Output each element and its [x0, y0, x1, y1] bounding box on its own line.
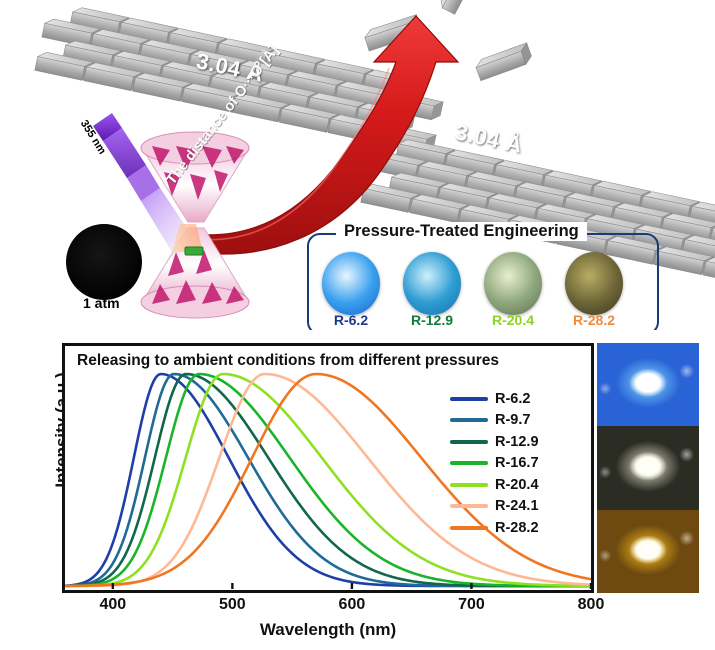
diamond-anvil-cell: [140, 131, 250, 319]
legend-swatch-r-20.4: [450, 482, 488, 487]
white-emission-photo: [597, 426, 699, 510]
legend-swatch-r-24.1: [450, 504, 488, 509]
x-tick-800: 800: [577, 596, 605, 613]
chart-title: Releasing to ambient conditions from dif…: [77, 352, 500, 369]
sample-caption-r-6.2: R-6.2: [333, 312, 369, 328]
sample-caption-r-12.9: R-12.9: [410, 312, 454, 328]
legend-row-r-9.7: R-9.7: [450, 410, 539, 432]
legend-row-r-20.4: R-20.4: [450, 474, 539, 496]
curve-r-20.4: [65, 372, 591, 588]
legend-swatch-r-16.7: [450, 461, 488, 466]
legend-label-r-12.9: R-12.9: [495, 433, 539, 450]
sample-sphere-r-28.2: [565, 252, 623, 315]
curve-r-24.1: [65, 372, 591, 588]
blue-emission-photo: [597, 343, 699, 427]
graphic-svg: [34, 0, 715, 319]
curve-r-28.2: [65, 372, 591, 588]
chart-legend: R-6.2 R-9.7 R-12.9 R-16.7 R-20.4 R-24.1 R-28.2: [450, 388, 539, 539]
sample-sphere-r-20.4: [484, 252, 542, 315]
top-graphic-panel: 3.04 Å 3.04 Å 355 nm 1 atm The distance …: [34, 0, 715, 335]
ambient-sample-sphere: [66, 224, 142, 300]
x-tick-500: 500: [219, 596, 246, 613]
legend-row-r-24.1: R-24.1: [450, 496, 539, 518]
luminescence-photo-strip: [597, 343, 699, 593]
x-axis-label: Wavelength (nm): [259, 620, 397, 639]
red-curved-arrow: [192, 15, 460, 255]
legend-swatch-r-12.9: [450, 439, 488, 444]
pressure-treated-engineering-title: Pressure-Treated Engineering: [336, 222, 587, 241]
legend-label-r-9.7: R-9.7: [495, 412, 531, 429]
sample-caption-r-28.2: R-28.2: [572, 312, 616, 328]
x-tick-600: 600: [338, 596, 366, 613]
yellow-emission-photo: [597, 509, 699, 593]
legend-row-r-28.2: R-28.2: [450, 517, 539, 539]
legend-label-r-16.7: R-16.7: [495, 455, 539, 472]
legend-label-r-6.2: R-6.2: [495, 390, 531, 407]
ambient-pressure-label: 1 atm: [83, 295, 120, 311]
emission-spectra-panel: Intensity (a.u.) Wavelength (nm) 4005006…: [0, 330, 715, 650]
sample-sphere-r-12.9: [403, 252, 461, 315]
legend-row-r-12.9: R-12.9: [450, 431, 539, 453]
sample-caption-r-20.4: R-20.4: [491, 312, 535, 328]
legend-label-r-28.2: R-28.2: [495, 519, 539, 536]
legend-swatch-r-6.2: [450, 396, 488, 401]
spectra-curves: [65, 372, 591, 589]
plot-frame: Releasing to ambient conditions from dif…: [62, 343, 594, 593]
x-tick-700: 700: [458, 596, 485, 613]
legend-swatch-r-28.2: [450, 525, 488, 530]
legend-row-r-6.2: R-6.2: [450, 388, 539, 410]
x-tick-400: 400: [99, 596, 127, 613]
legend-label-r-24.1: R-24.1: [495, 498, 539, 515]
legend-label-r-20.4: R-20.4: [495, 476, 539, 493]
curve-r-16.7: [65, 372, 591, 588]
sample-sphere-r-6.2: [322, 252, 380, 315]
legend-row-r-16.7: R-16.7: [450, 453, 539, 475]
legend-swatch-r-9.7: [450, 418, 488, 423]
